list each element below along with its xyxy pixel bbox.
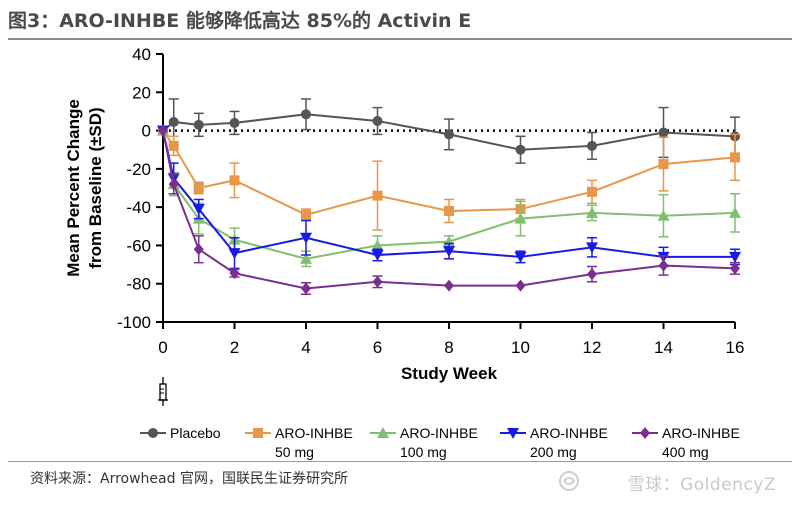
data-point (657, 209, 670, 221)
data-point (444, 205, 454, 216)
data-point (229, 117, 240, 128)
data-point (515, 279, 526, 292)
legend-item-0: Placebo (140, 425, 221, 441)
legend-marker (377, 427, 389, 438)
data-point (301, 209, 311, 220)
y-tick-label: -100 (117, 313, 151, 332)
data-point (193, 243, 204, 256)
legend-marker (640, 427, 650, 439)
x-axis-label: Study Week (401, 364, 498, 383)
y-axis-label: Mean Percent Change from Baseline (±SD) (64, 99, 105, 277)
data-point (444, 129, 454, 140)
y-tick-label: -20 (126, 160, 151, 179)
data-point (192, 204, 205, 216)
legend-label: ARO-INHBE (662, 425, 740, 441)
source-divider (8, 461, 792, 462)
y-tick-label: -40 (126, 198, 151, 217)
y-tick-label: -60 (126, 236, 151, 255)
x-tick-label: 0 (158, 338, 167, 357)
data-point (229, 175, 240, 186)
series-4 (158, 124, 740, 295)
legend-item-4: ARO-INHBE 400 mg (632, 425, 740, 460)
legend-marker (507, 428, 519, 439)
x-tick-label: 12 (583, 338, 602, 357)
legend-item-3: ARO-INHBE 200 mg (500, 425, 608, 460)
legend-label: 200 mg (530, 444, 577, 460)
data-point (300, 232, 312, 244)
source-note: 资料来源：Arrowhead 官网，国联民生证券研究所 (30, 471, 348, 487)
legend-item-1: ARO-INHBE 50 mg (245, 425, 353, 460)
data-point (228, 248, 241, 260)
data-point (372, 116, 383, 126)
data-point (586, 242, 598, 254)
legend-label: ARO-INHBE (400, 425, 478, 441)
data-point (300, 252, 312, 264)
data-point (168, 116, 179, 127)
legend-label: 100 mg (400, 444, 447, 460)
data-point (658, 127, 669, 138)
x-tick-label: 4 (301, 338, 310, 357)
data-point (514, 251, 527, 263)
data-point (658, 259, 669, 272)
legend-label: Placebo (170, 425, 221, 441)
title-divider (8, 38, 792, 40)
data-point (586, 206, 598, 218)
data-point (515, 144, 526, 155)
data-point (168, 140, 179, 151)
data-point (514, 212, 527, 224)
line-chart: 40 20 0 -20 -40 -60 -80 -100 0 2 4 6 8 10 12 14 16 Study … (64, 45, 745, 460)
data-point (658, 159, 669, 170)
data-point (729, 206, 741, 218)
x-tick-label: 16 (726, 338, 745, 357)
x-tick-label: 2 (230, 338, 239, 357)
legend-marker (253, 428, 263, 438)
y-axis-label-line: Mean Percent Change (64, 99, 83, 277)
series-0 (158, 98, 740, 164)
data-point (229, 267, 240, 280)
y-tick-label: 20 (132, 83, 151, 102)
data-point (587, 268, 597, 281)
legend-label: ARO-INHBE (530, 425, 608, 441)
data-point (301, 109, 311, 120)
data-point (193, 183, 204, 193)
y-tick-label: 0 (142, 122, 151, 141)
data-point (371, 250, 384, 261)
figure-title: 图3：ARO-INHBE 能够降低高达 85%的 Activin E (8, 10, 472, 32)
legend-marker (148, 428, 158, 438)
data-point (301, 282, 311, 295)
data-point (158, 124, 168, 137)
x-tick-label: 14 (654, 338, 673, 357)
y-axis-label-line: from Baseline (±SD) (86, 107, 105, 268)
data-point (587, 186, 597, 197)
data-point (193, 119, 204, 130)
snowball-logo-icon (559, 471, 579, 491)
data-point (443, 246, 455, 258)
x-tick-label: 10 (511, 338, 530, 357)
series-1 (158, 125, 740, 231)
data-point (730, 152, 740, 163)
data-point (730, 262, 740, 275)
y-tick-label: -80 (126, 275, 151, 294)
x-tick-label: 6 (373, 338, 382, 357)
y-tick-label: 40 (132, 45, 151, 64)
data-point (371, 239, 384, 251)
data-point (372, 275, 383, 288)
watermark: 雪球：GoldencyZ (627, 475, 776, 495)
data-point (372, 190, 383, 201)
data-point (587, 140, 597, 151)
syringe-barrel (159, 383, 167, 401)
data-point (168, 178, 179, 191)
x-tick-label: 8 (444, 338, 453, 357)
legend-label: ARO-INHBE (275, 425, 353, 441)
data-point (444, 279, 454, 292)
legend-item-2: ARO-INHBE 100 mg (370, 425, 478, 460)
syringe-icon (158, 377, 168, 406)
data-point (729, 251, 741, 263)
legend-label: 50 mg (275, 444, 314, 460)
legend-label: 400 mg (662, 444, 709, 460)
